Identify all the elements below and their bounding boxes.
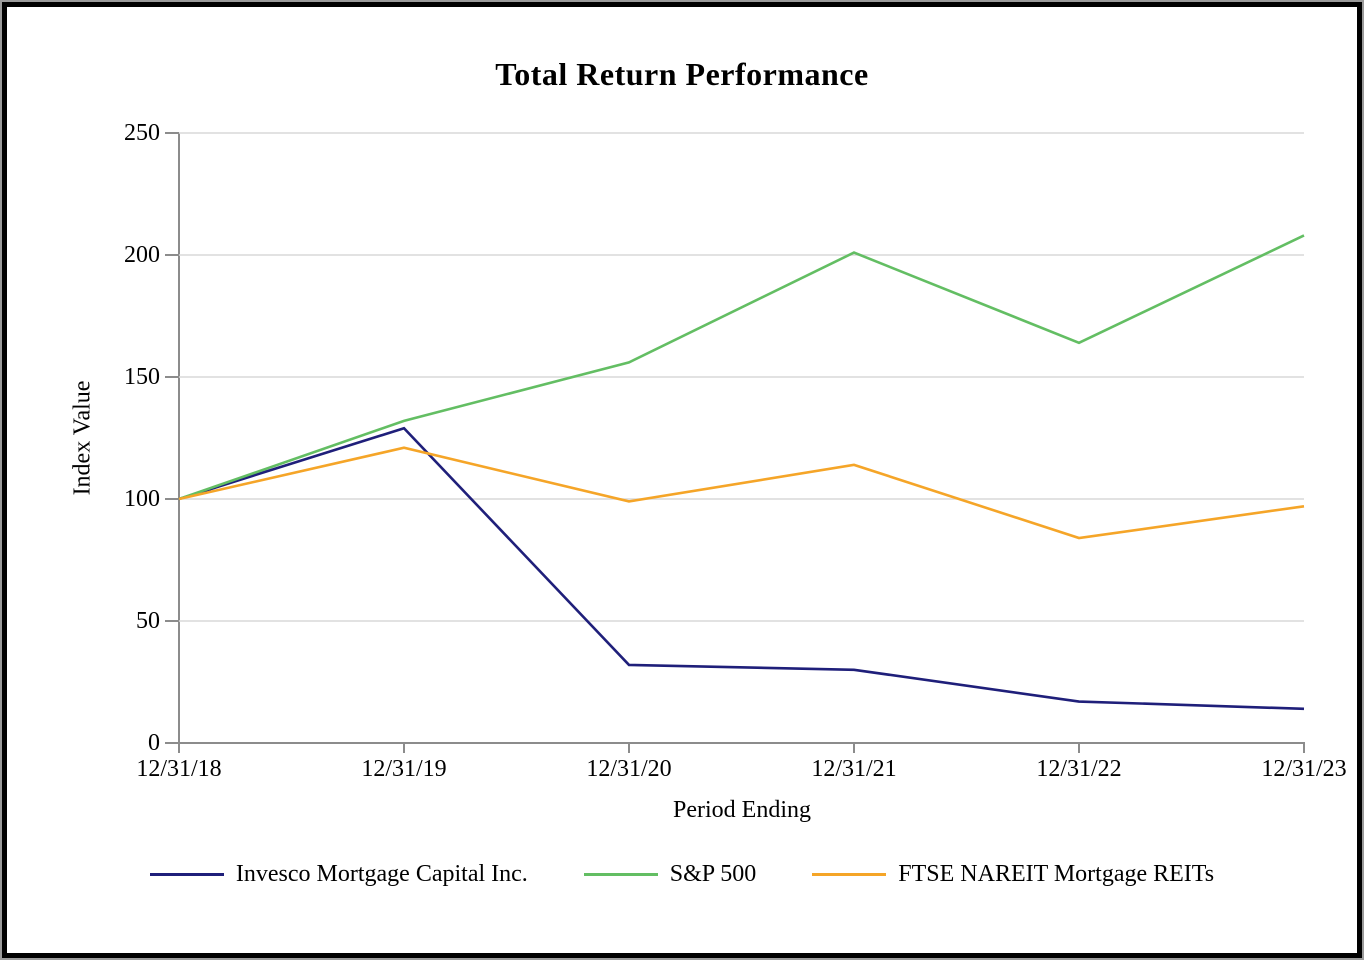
x-tick xyxy=(1303,743,1305,753)
y-axis-line xyxy=(178,133,180,753)
x-tick-label: 12/31/22 xyxy=(1036,756,1122,782)
legend-item: FTSE NAREIT Mortgage REITs xyxy=(812,861,1214,888)
x-tick xyxy=(1078,743,1080,753)
legend-label: S&P 500 xyxy=(669,860,757,887)
x-tick xyxy=(853,743,855,753)
x-tick-label: 12/31/18 xyxy=(136,756,222,782)
x-tick-label: 12/31/20 xyxy=(586,756,672,782)
y-tick xyxy=(165,254,179,256)
y-tick-label: 0 xyxy=(148,730,160,756)
y-axis-title: Index Value xyxy=(69,380,96,496)
series-line-s-p-500 xyxy=(178,234,1305,501)
y-tick xyxy=(165,742,179,744)
plot-area xyxy=(178,132,1305,711)
x-axis-line xyxy=(165,742,1305,744)
y-tick-label: 150 xyxy=(124,364,160,390)
legend-label: FTSE NAREIT Mortgage REITs xyxy=(898,860,1215,887)
series-line-invesco-mortgage-capital-inc xyxy=(178,426,1305,711)
legend-label: Invesco Mortgage Capital Inc. xyxy=(235,860,528,887)
y-tick xyxy=(165,498,179,500)
x-tick xyxy=(403,743,405,753)
x-axis-title: Period Ending xyxy=(673,797,811,823)
y-tick-label: 100 xyxy=(124,486,160,512)
x-tick xyxy=(628,743,630,753)
legend-swatch xyxy=(583,872,658,876)
x-tick xyxy=(178,743,180,753)
y-tick xyxy=(165,620,179,622)
legend-item: S&P 500 xyxy=(583,860,757,888)
legend-item: Invesco Mortgage Capital Inc. xyxy=(149,860,528,888)
series-line-ftse-nareit-mortgage-reits xyxy=(178,446,1305,540)
legend-swatch xyxy=(812,872,887,876)
y-tick xyxy=(165,376,179,378)
chart-title: Total Return Performance xyxy=(495,56,869,92)
x-tick-label: 12/31/21 xyxy=(811,756,897,782)
legend: Invesco Mortgage Capital Inc. S&P 500 FTSE… xyxy=(2,852,1362,896)
y-tick xyxy=(165,132,179,134)
y-tick-label: 250 xyxy=(124,120,160,146)
y-tick-label: 200 xyxy=(124,242,160,268)
y-tick-label: 50 xyxy=(136,608,160,634)
legend-swatch xyxy=(149,872,224,876)
x-tick-label: 12/31/19 xyxy=(361,756,447,782)
x-tick-label: 12/31/23 xyxy=(1261,756,1347,782)
